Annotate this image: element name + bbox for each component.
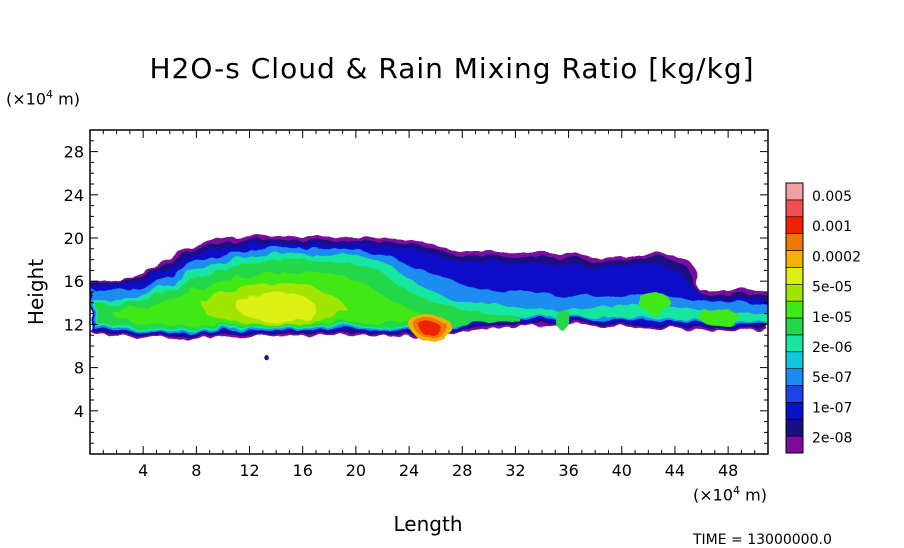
- colorbar-swatch: [785, 199, 804, 218]
- y-tick-label: 8: [74, 359, 84, 378]
- colorbar-swatch: [785, 216, 804, 234]
- colorbar-label: 1e-07: [812, 400, 852, 416]
- y-tick-label: 12: [64, 315, 84, 334]
- cloud-fragment-small: [261, 353, 268, 358]
- y-tick-label: 24: [64, 186, 84, 205]
- colorbar-label: 0.001: [812, 219, 852, 235]
- cloud-core-2e-05: [236, 292, 319, 321]
- cloud-patch-east-2e-06: [698, 307, 739, 327]
- x-tick-label: 8: [191, 461, 201, 480]
- cloud-field: [90, 235, 768, 358]
- colorbar-label: 5e-05: [812, 280, 852, 296]
- x-axis: 4 8 12 16 20 24 28 32 36 40 44 48: [102, 130, 756, 480]
- x-tick-label: 4: [138, 461, 148, 480]
- y-tick-label: 16: [64, 272, 84, 291]
- x-axis-unit: (×104 m): [693, 484, 767, 505]
- colorbar: 0.005 0.001 0.0002 5e-05 1e-05 2e-06 5e-07 1e-0…: [785, 182, 861, 454]
- colorbar-swatch: [785, 233, 804, 251]
- y-axis: 4 8 12 16 20 24 28: [64, 140, 768, 444]
- x-tick-label: 20: [346, 461, 366, 480]
- colorbar-swatch: [785, 402, 804, 420]
- x-tick-label: 12: [239, 461, 259, 480]
- cloud-patch-east-1e-05: [554, 308, 571, 330]
- colorbar-label: 2e-06: [812, 340, 852, 356]
- colorbar-swatch: [785, 267, 804, 285]
- colorbar-swatch: [785, 368, 804, 386]
- colorbar-swatch: [785, 317, 804, 336]
- x-tick-label: 24: [399, 461, 419, 480]
- y-tick-label: 4: [74, 402, 84, 421]
- colorbar-label: 1e-05: [812, 310, 852, 326]
- x-tick-label: 32: [505, 461, 525, 480]
- colorbar-swatch: [785, 418, 804, 437]
- colorbar-swatch: [785, 435, 804, 454]
- x-axis-label: Length: [393, 512, 463, 536]
- colorbar-label: 5e-07: [812, 370, 852, 386]
- colorbar-label: 0.005: [812, 189, 852, 205]
- cloud-patch-east-5e-06: [638, 292, 671, 314]
- y-tick-label: 28: [64, 143, 84, 162]
- colorbar-frame: [785, 182, 804, 454]
- x-tick-label: 44: [665, 461, 685, 480]
- rain-core-0.005: [420, 321, 441, 336]
- colorbar-swatch: [785, 250, 804, 268]
- colorbar-label: 0.0002: [812, 249, 861, 265]
- x-tick-label: 48: [718, 461, 738, 480]
- colorbar-swatch: [785, 283, 804, 302]
- y-tick-label: 20: [64, 229, 84, 248]
- colorbar-swatch: [785, 385, 804, 403]
- colorbar-swatch: [785, 351, 804, 369]
- colorbar-label: 2e-08: [812, 431, 852, 447]
- colorbar-swatch: [785, 182, 804, 201]
- y-axis-unit: (×104 m): [6, 88, 80, 109]
- x-tick-label: 40: [612, 461, 632, 480]
- colorbar-swatch: [785, 300, 804, 319]
- x-tick-label: 28: [452, 461, 472, 480]
- x-tick-label: 16: [293, 461, 313, 480]
- x-tick-label: 36: [558, 461, 578, 480]
- chart-title: H2O-s Cloud & Rain Mixing Ratio [kg/kg]: [149, 52, 755, 85]
- colorbar-swatch: [785, 334, 804, 353]
